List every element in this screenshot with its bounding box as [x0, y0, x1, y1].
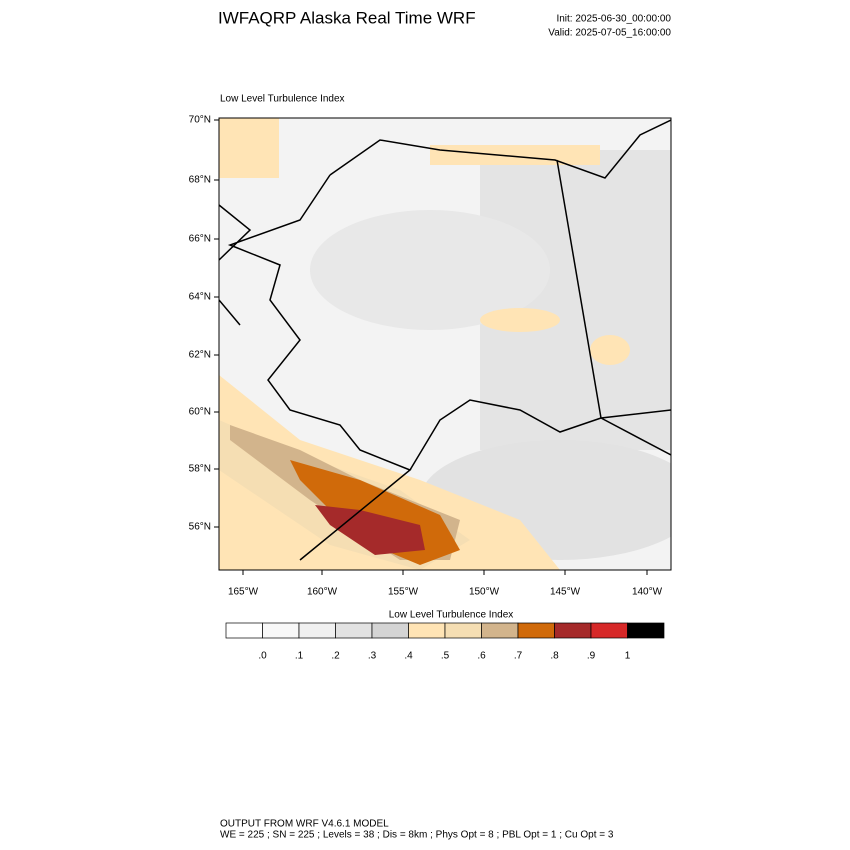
lon-label: 145°W [550, 587, 581, 598]
colorbar-label: .9 [587, 651, 596, 662]
colorbar-label: .4 [404, 651, 413, 662]
lat-label: 58°N [189, 464, 211, 475]
colorbar-box [262, 622, 300, 639]
colorbar-label: .6 [477, 651, 486, 662]
map-frame [218, 117, 672, 571]
lon-label: 150°W [469, 587, 500, 598]
map-field [219, 118, 671, 570]
colorbar-box [517, 622, 555, 639]
footer-line: OUTPUT FROM WRF V4.6.1 MODEL [220, 819, 389, 830]
lat-label: 64°N [189, 292, 211, 303]
colorbar-label: .2 [331, 651, 340, 662]
colorbar-label: .5 [441, 651, 450, 662]
init-time: Init: 2025-06-30_00:00:00 [556, 14, 671, 25]
lat-label: 70°N [189, 115, 211, 126]
colorbar-box [554, 622, 592, 639]
colorbar-box [371, 622, 409, 639]
footer-line: WE = 225 ; SN = 225 ; Levels = 38 ; Dis … [220, 830, 614, 841]
lat-label: 66°N [189, 234, 211, 245]
lon-label: 140°W [632, 587, 663, 598]
valid-time: Valid: 2025-07-05_16:00:00 [548, 28, 671, 39]
lon-label: 165°W [228, 587, 259, 598]
colorbar-title: Low Level Turbulence Index [389, 610, 514, 621]
lat-label: 60°N [189, 407, 211, 418]
lat-label: 56°N [189, 522, 211, 533]
colorbar-box [298, 622, 336, 639]
colorbar-label: .3 [368, 651, 377, 662]
title: IWFAQRP Alaska Real Time WRF [218, 8, 476, 27]
lat-label: 62°N [189, 350, 211, 361]
colorbar-box [481, 622, 519, 639]
colorbar-box [627, 622, 665, 639]
lon-label: 160°W [307, 587, 338, 598]
colorbar-box [335, 622, 373, 639]
colorbar-label: 1 [625, 651, 631, 662]
colorbar-label: .7 [514, 651, 523, 662]
colorbar-box [590, 622, 628, 639]
colorbar-box [444, 622, 482, 639]
lon-label: 155°W [388, 587, 419, 598]
colorbar-label: .0 [258, 651, 267, 662]
colorbar-box [408, 622, 446, 639]
footer: OUTPUT FROM WRF V4.6.1 MODEL WE = 225 ; … [220, 819, 614, 841]
map-subtitle: Low Level Turbulence Index [220, 94, 345, 105]
colorbar-label: .8 [550, 651, 559, 662]
colorbar-label: .1 [295, 651, 304, 662]
lat-label: 68°N [189, 175, 211, 186]
colorbar-box [225, 622, 263, 639]
